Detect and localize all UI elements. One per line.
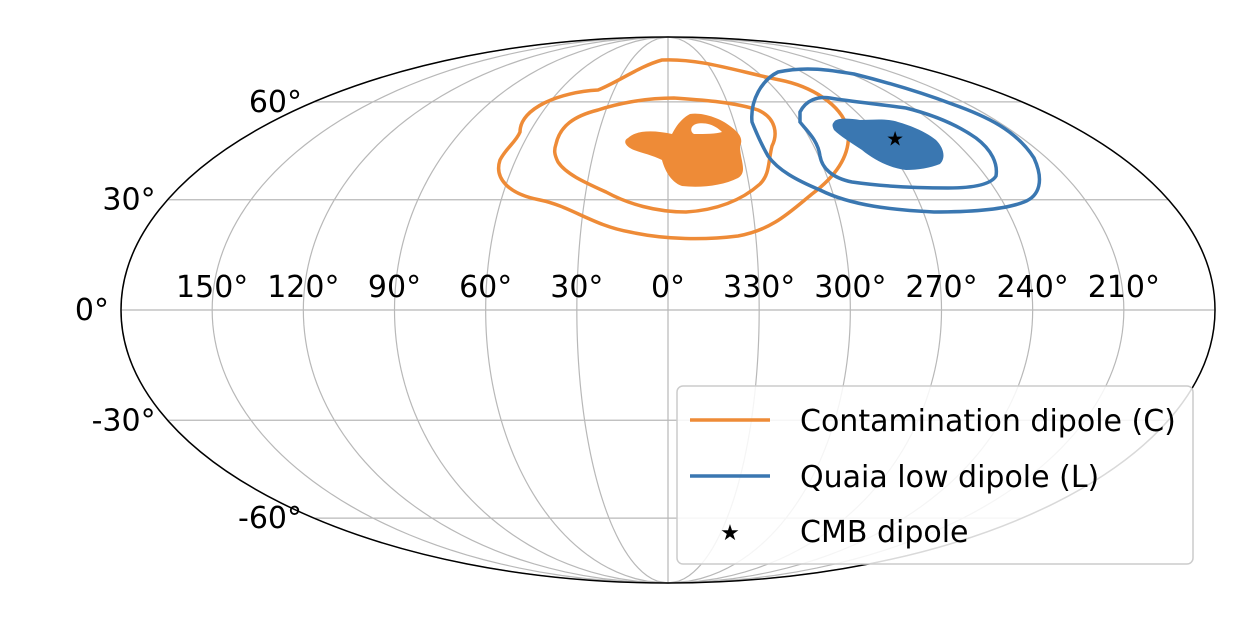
map-outline bbox=[120, 36, 1216, 584]
lon-tick-label: 150° bbox=[176, 270, 248, 305]
lat-tick-label: 30° bbox=[102, 183, 155, 218]
lon-tick-label: 240° bbox=[997, 270, 1069, 305]
contamination-dipole-inner-contour bbox=[552, 96, 777, 214]
lon-tick-label: 210° bbox=[1088, 270, 1160, 305]
lon-tick-label: 0° bbox=[651, 270, 685, 305]
contours bbox=[496, 58, 1042, 241]
legend: Contamination dipole (C) Quaia low dipol… bbox=[676, 385, 1194, 565]
cmb-dipole-star: ★ bbox=[886, 127, 904, 151]
latitude-labels: -60° -30° 0° 30° 60° bbox=[75, 85, 302, 536]
lon-tick-label: 330° bbox=[723, 270, 795, 305]
legend-swatch-cmb-star: ★ bbox=[720, 521, 740, 546]
contamination-dipole-core bbox=[625, 113, 744, 187]
legend-label-contamination: Contamination dipole (C) bbox=[800, 404, 1176, 439]
cmb-dipole-marker: ★ bbox=[886, 127, 904, 151]
lat-tick-label: 0° bbox=[75, 293, 109, 328]
lon-tick-label: 90° bbox=[368, 270, 421, 305]
legend-label-quaia: Quaia low dipole (L) bbox=[800, 460, 1099, 495]
lon-tick-label: 30° bbox=[550, 270, 603, 305]
lat-tick-label: -60° bbox=[238, 501, 302, 536]
legend-label-cmb: CMB dipole bbox=[800, 515, 969, 550]
lon-tick-label: 300° bbox=[814, 270, 886, 305]
lat-tick-label: -30° bbox=[92, 403, 156, 438]
lon-tick-label: 120° bbox=[267, 270, 339, 305]
lon-tick-label: 60° bbox=[459, 270, 512, 305]
longitude-labels: 150° 120° 90° 60° 30° 0° 330° 300° 270° 240° 210° bbox=[176, 270, 1160, 305]
quaia-dipole-core bbox=[832, 118, 944, 170]
lon-tick-label: 270° bbox=[905, 270, 977, 305]
quaia-dipole-outer-contour bbox=[750, 67, 1042, 214]
legend-frame bbox=[676, 385, 1194, 565]
map-boundary bbox=[120, 36, 1216, 584]
lat-tick-label: 60° bbox=[249, 85, 302, 120]
quaia-dipole-inner-contour bbox=[798, 95, 999, 190]
